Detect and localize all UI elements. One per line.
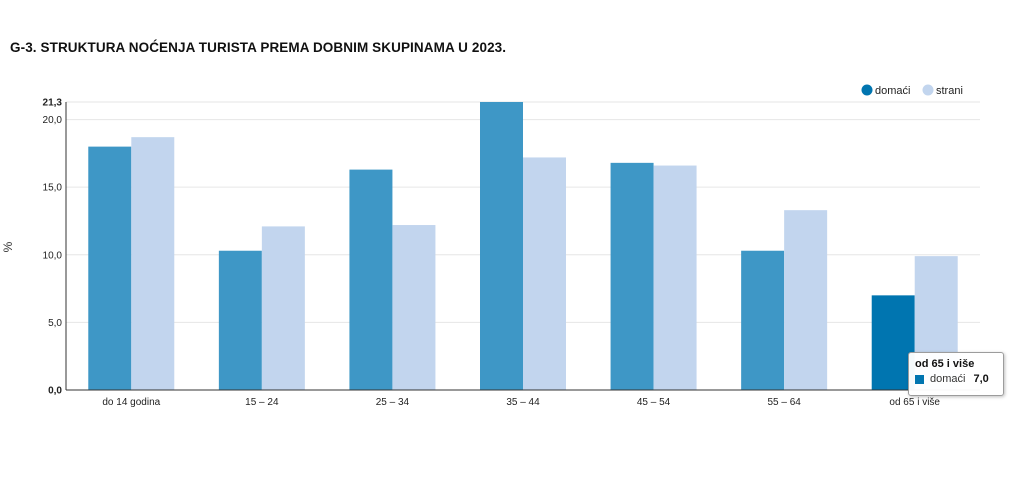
bar-domestic — [741, 250, 785, 390]
chart-tooltip: od 65 i više domaći 7,0 — [908, 352, 1004, 396]
y-axis-label: % — [1, 241, 15, 252]
bar-domestic — [349, 169, 393, 390]
y-tick-label: 21,3 — [43, 98, 63, 109]
bar-domestic — [480, 102, 523, 390]
tooltip-swatch — [915, 374, 924, 384]
tooltip-title: od 65 i više — [915, 358, 975, 370]
chart-title: G-3. STRUKTURA NOĆENJA TURISTA PREMA DOB… — [10, 40, 507, 55]
x-tick-label: 25 – 34 — [376, 397, 410, 408]
legend-label: strani — [936, 85, 963, 97]
bar-foreign — [523, 157, 566, 390]
x-tick-label: do 14 godina — [102, 397, 160, 408]
bar-domestic — [88, 146, 132, 390]
y-tick-label: 15,0 — [43, 183, 63, 194]
x-tick-label: 35 – 44 — [506, 397, 540, 408]
y-tick-label: 10,0 — [43, 250, 63, 261]
bar-domestic — [871, 295, 915, 390]
x-tick-label: od 65 i više — [889, 397, 940, 408]
bar-domestic — [218, 250, 262, 390]
x-tick-label: 15 – 24 — [245, 397, 279, 408]
legend-marker — [861, 84, 873, 96]
bar-domestic — [610, 162, 654, 390]
legend-marker — [922, 84, 934, 96]
bar-foreign — [261, 226, 305, 390]
bar-foreign — [131, 137, 175, 390]
tooltip-series-label: domaći — [930, 373, 966, 385]
bar-foreign — [784, 210, 828, 390]
x-tick-label: 55 – 64 — [767, 397, 801, 408]
bar-foreign — [653, 165, 697, 390]
y-tick-label: 0,0 — [48, 386, 62, 397]
tooltip-value: 7,0 — [973, 373, 989, 385]
bar-foreign — [392, 225, 436, 390]
x-tick-label: 45 – 54 — [637, 397, 671, 408]
y-tick-label: 20,0 — [43, 115, 63, 126]
y-tick-label: 5,0 — [48, 318, 62, 329]
legend-label: domaći — [875, 85, 910, 97]
